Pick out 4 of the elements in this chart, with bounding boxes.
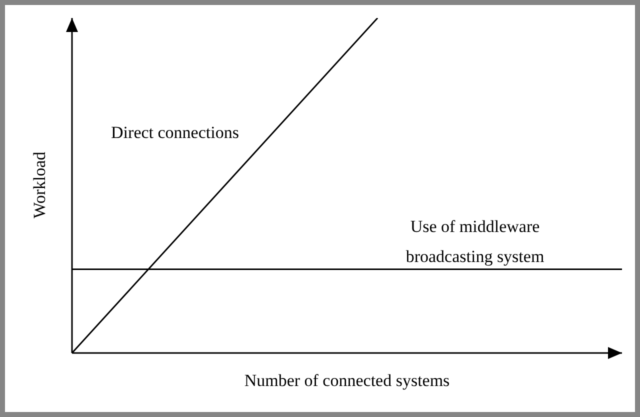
series-label: Direct connections: [110, 122, 240, 144]
x-axis-title: Number of connected systems: [243, 371, 451, 391]
series-label: Use of middleware broadcasting system: [404, 216, 546, 268]
y-axis-title: Workload: [30, 150, 50, 220]
